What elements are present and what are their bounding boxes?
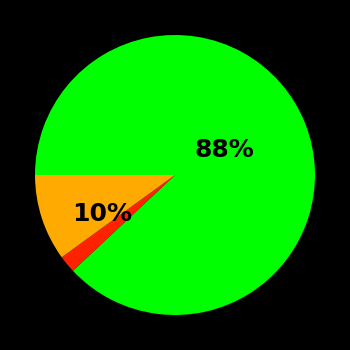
- Text: 10%: 10%: [72, 202, 132, 226]
- Wedge shape: [62, 175, 175, 271]
- Wedge shape: [35, 35, 315, 315]
- Text: 88%: 88%: [194, 138, 254, 162]
- Wedge shape: [35, 175, 175, 257]
